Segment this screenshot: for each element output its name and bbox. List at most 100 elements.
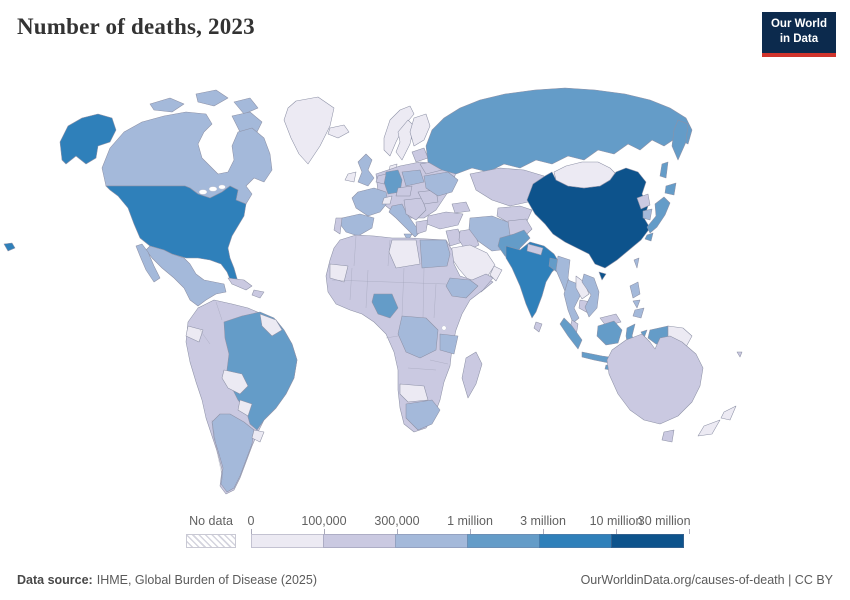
- data-source-label: Data source:: [17, 573, 93, 587]
- country-nigeria[interactable]: [371, 293, 399, 319]
- country-south-africa[interactable]: [405, 399, 441, 431]
- legend-tick-5: 10 million: [589, 514, 643, 528]
- country-cuba[interactable]: [227, 277, 253, 291]
- region-hispaniola[interactable]: [251, 289, 265, 299]
- legend-tickmark: [470, 529, 471, 534]
- country-ethiopia[interactable]: [445, 277, 479, 299]
- legend-tick-0: 0: [247, 514, 255, 528]
- legend-tick-4: 3 million: [520, 514, 566, 528]
- country-new-zealand-south[interactable]: [697, 419, 721, 437]
- country-italy-sicily[interactable]: [403, 233, 413, 242]
- country-japan-hokkaido[interactable]: [664, 182, 677, 196]
- no-data-swatch[interactable]: [186, 534, 236, 548]
- no-data-label: No data: [189, 514, 233, 528]
- region-czech-austria[interactable]: [395, 185, 413, 197]
- country-nepal[interactable]: [526, 243, 544, 256]
- country-indonesia-kalimantan[interactable]: [596, 320, 623, 346]
- country-japan-kyushu[interactable]: [644, 232, 654, 242]
- region-caucasus[interactable]: [451, 201, 471, 214]
- country-france[interactable]: [351, 187, 389, 217]
- country-uruguay[interactable]: [251, 429, 265, 443]
- country-philippines-mindanao[interactable]: [632, 307, 645, 319]
- legend-band-300k-1m[interactable]: [395, 534, 468, 548]
- country-philippines-visayas[interactable]: [632, 299, 641, 309]
- country-russia[interactable]: [425, 87, 693, 175]
- country-north-korea[interactable]: [636, 193, 651, 210]
- legend-band-100k-300k[interactable]: [323, 534, 396, 548]
- country-india[interactable]: [505, 241, 561, 319]
- country-sri-lanka[interactable]: [533, 321, 543, 333]
- country-russia-kamchatka[interactable]: [671, 119, 689, 161]
- legend-tickmark: [397, 529, 398, 534]
- country-united-kingdom[interactable]: [357, 153, 375, 187]
- country-usa-hawaii[interactable]: [3, 242, 16, 252]
- country-iceland[interactable]: [327, 124, 350, 139]
- region-benelux[interactable]: [375, 173, 387, 185]
- country-bolivia[interactable]: [221, 369, 249, 395]
- country-sweden[interactable]: [395, 119, 415, 161]
- world-map: [3, 87, 743, 495]
- country-united-states[interactable]: [105, 185, 247, 285]
- lakes: [198, 184, 447, 331]
- country-mexico[interactable]: [145, 245, 227, 307]
- country-australia[interactable]: [606, 333, 704, 425]
- country-new-zealand-north[interactable]: [720, 405, 737, 421]
- country-tanzania[interactable]: [439, 333, 459, 355]
- country-switzerland[interactable]: [381, 195, 393, 205]
- country-fiji[interactable]: [736, 351, 743, 358]
- attribution-link[interactable]: OurWorldinData.org/causes-of-death | CC …: [580, 573, 833, 587]
- page-title: Number of deaths, 2023: [17, 14, 255, 39]
- country-greenland[interactable]: [283, 96, 335, 165]
- owid-logo[interactable]: Our World in Data: [761, 12, 836, 57]
- country-libya[interactable]: [388, 239, 421, 269]
- country-portugal[interactable]: [333, 217, 343, 235]
- country-finland[interactable]: [409, 113, 431, 147]
- country-dr-congo[interactable]: [397, 315, 439, 359]
- country-paraguay[interactable]: [237, 399, 253, 417]
- legend-band-0-100k[interactable]: [251, 534, 324, 548]
- country-greece[interactable]: [415, 219, 429, 235]
- country-oman[interactable]: [489, 265, 503, 282]
- country-canada-arctic-island[interactable]: [149, 97, 185, 113]
- data-source: Data source: IHME, Global Burden of Disea…: [17, 573, 317, 587]
- region-guyanas[interactable]: [259, 313, 283, 337]
- country-ireland[interactable]: [344, 171, 357, 183]
- legend-tickmark: [543, 529, 544, 534]
- country-italy[interactable]: [388, 203, 421, 238]
- country-taiwan[interactable]: [633, 257, 640, 269]
- legend-tick-3: 1 million: [447, 514, 493, 528]
- region-namibia-botswana[interactable]: [399, 383, 429, 403]
- country-egypt[interactable]: [419, 239, 451, 269]
- country-south-korea[interactable]: [642, 208, 653, 221]
- legend-tickmark: [616, 529, 617, 534]
- country-australia-tasmania[interactable]: [661, 429, 675, 443]
- legend-tick-1: 100,000: [301, 514, 347, 528]
- country-usa-alaska[interactable]: [59, 113, 117, 165]
- legend-band-3m-10m[interactable]: [539, 534, 612, 548]
- country-canada-arctic-island[interactable]: [195, 89, 229, 107]
- legend-tickmark: [251, 529, 252, 534]
- region-balkans[interactable]: [403, 197, 427, 221]
- country-japan-honshu[interactable]: [646, 196, 671, 234]
- country-ecuador[interactable]: [185, 325, 204, 343]
- country-china-hainan[interactable]: [598, 271, 607, 281]
- country-russia-sakhalin[interactable]: [659, 161, 669, 179]
- legend-color-bar: [251, 534, 689, 548]
- country-turkey[interactable]: [426, 211, 464, 230]
- country-indonesia-sumatra[interactable]: [559, 317, 583, 350]
- data-source-value: IHME, Global Burden of Disease (2025): [96, 573, 317, 587]
- country-poland[interactable]: [401, 169, 425, 187]
- country-spain[interactable]: [339, 213, 375, 237]
- region-baltics[interactable]: [411, 147, 429, 163]
- country-philippines-luzon[interactable]: [629, 281, 641, 299]
- country-borders-detail: [199, 235, 449, 481]
- country-canada-arctic-island[interactable]: [233, 97, 259, 115]
- legend-band-10m-30m[interactable]: [611, 534, 684, 548]
- legend-band-1m-3m[interactable]: [467, 534, 540, 548]
- region-western-sahara-mauritania[interactable]: [329, 263, 349, 283]
- country-madagascar[interactable]: [461, 351, 483, 399]
- country-mongolia[interactable]: [553, 161, 616, 189]
- owid-logo-line2: in Data: [779, 32, 819, 45]
- country-mexico-baja[interactable]: [135, 243, 161, 283]
- country-vietnam[interactable]: [581, 273, 600, 318]
